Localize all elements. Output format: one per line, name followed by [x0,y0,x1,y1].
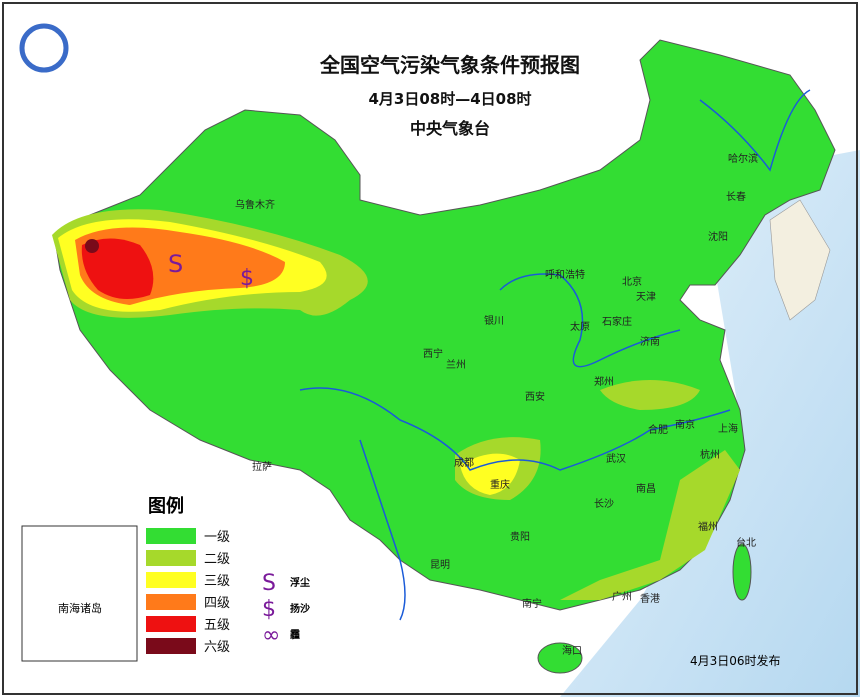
issuer: 中央气象台 [410,119,490,138]
level6-zone [85,239,99,253]
city-label: 杭州 [700,448,720,461]
city-label: 哈尔滨 [728,152,758,165]
city-label: 广州 [612,591,632,603]
legend-label: 五级 [204,618,230,633]
title: 全国空气污染气象条件预报图 [319,53,580,77]
city-label: 拉萨 [252,460,272,473]
hainan [537,642,583,674]
city-label: 北京 [622,275,642,288]
map-symbol: $ [240,266,254,291]
logo [19,23,69,73]
city-label: 贵阳 [510,530,530,543]
city-label: 福州 [698,520,718,533]
legend-label: 三级 [204,574,230,589]
city-label: 乌鲁木齐 [235,198,275,211]
legend-title: 图例 [148,495,184,517]
level2-zone [600,380,700,410]
korea [769,199,831,321]
map-symbol: S [168,250,183,278]
legend-swatch [146,550,196,566]
level2-zone [560,450,740,600]
city-label: 台北 [736,536,756,549]
legend-label: 四级 [204,596,230,611]
city-label: 香港 [640,593,660,605]
legend-symbol-label: 浮尘 [290,576,310,589]
level5-zone [81,238,154,299]
city-label: 海口 [562,644,582,657]
issue-time: 4月3日06时发布 [690,653,781,668]
legend-symbol: S [262,571,276,596]
city-label: 石家庄 [602,315,632,328]
city-label: 天津 [636,291,656,303]
legend-label: 一级 [204,530,230,545]
city-label: 昆明 [430,559,450,571]
inset-box [21,525,138,662]
city-label: 太原 [570,320,590,333]
inset-label: 南海诸岛 [58,601,102,615]
legend-swatch [146,572,196,588]
city-label: 西宁 [423,347,443,360]
city-label: 沈阳 [708,230,728,243]
legend-swatch [146,528,196,544]
city-label: 成都 [454,457,474,469]
city-label: 重庆 [490,478,510,491]
city-label: 南昌 [636,482,656,495]
taiwan [732,543,752,601]
legend-swatch [146,594,196,610]
rivers [299,89,811,621]
subtitle: 4月3日08时—4日08时 [368,90,531,108]
legend-swatch [146,638,196,654]
legend-swatch [146,616,196,632]
level3-zone [460,453,520,495]
city-label: 济南 [640,335,660,348]
city-label: 西安 [525,390,545,403]
legend-label: 六级 [204,640,230,655]
city-label: 南宁 [522,597,542,610]
city-label: 兰州 [446,358,466,371]
city-label: 上海 [718,422,738,435]
city-label: 银川 [484,314,504,327]
legend-symbol-label: 霾 [290,629,300,641]
legend-symbol: ∞ [262,623,280,648]
city-label: 呼和浩特 [545,269,585,281]
city-label: 武汉 [606,452,626,465]
legend-symbol-label: 扬沙 [290,602,310,615]
legend-symbol: $ [262,597,276,622]
china-land [54,39,836,611]
legend-label: 二级 [204,552,230,567]
city-label: 南京 [675,418,695,431]
city-label: 郑州 [594,375,614,388]
city-label: 合肥 [648,423,668,436]
city-label: 长春 [726,191,746,203]
city-label: 长沙 [594,498,614,510]
